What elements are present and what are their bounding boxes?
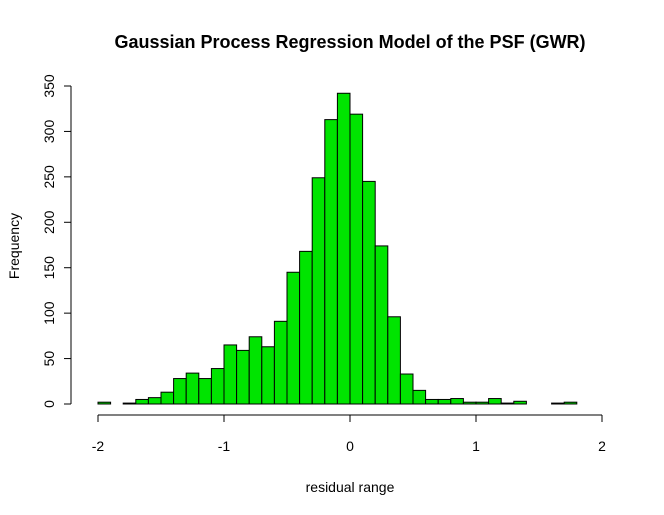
x-tick-label: -1 [218,438,231,454]
histogram-bar [450,398,464,405]
x-tick-label: 1 [472,438,480,454]
histogram-bar [563,401,578,405]
histogram-bar [210,368,225,405]
histogram-bar [462,401,477,405]
histogram-bar [261,346,275,405]
histogram-bar [500,402,515,405]
histogram-bar [185,372,200,405]
histogram-bar [147,397,162,405]
histogram-bar [412,389,427,405]
x-tick-label: 0 [346,438,354,454]
histogram-bar [425,398,439,405]
y-tick-label: 100 [41,301,57,325]
histogram-bar [198,378,212,405]
y-tick-label: 200 [41,210,57,234]
y-tick-label: 300 [41,120,57,144]
histogram-bar [135,398,149,405]
histogram-bar [236,349,250,405]
x-tick-label: -2 [92,438,105,454]
x-axis-label: residual range [306,479,395,495]
histogram-bar [311,177,326,405]
histogram-bar [336,92,351,405]
histogram-bar [286,271,301,405]
y-tick-label: 50 [41,351,57,367]
histogram-bar [513,400,527,405]
histogram-bars [97,92,578,405]
histogram-bar [122,402,137,405]
histogram-bar [324,119,338,405]
y-tick-label: 150 [41,256,57,280]
histogram-bar [248,336,263,405]
histogram-bar [399,373,414,405]
histogram-bar [374,245,389,405]
histogram-bar [97,401,112,405]
histogram-bar [488,398,502,405]
histogram-bar [437,398,452,405]
histogram-bar [387,316,401,405]
x-tick-label: 2 [598,438,606,454]
histogram-bar [299,250,313,405]
y-tick-label: 350 [41,74,57,98]
histogram-bar [475,401,490,405]
x-axis: -2 -1 0 1 2 [92,414,606,454]
histogram-bar [551,402,565,405]
y-axis: 0 50 100 150 200 250 300 350 [41,74,72,408]
histogram-bar [223,344,238,405]
histogram-bar [273,320,288,405]
histogram-bar [349,113,364,405]
histogram-bar [173,378,187,405]
chart-title: Gaussian Process Regression Model of the… [114,32,585,52]
histogram-bar [160,391,175,405]
y-tick-label: 0 [41,400,57,408]
y-axis-label: Frequency [6,213,22,279]
y-tick-label: 250 [41,165,57,189]
histogram-bar [362,180,376,405]
